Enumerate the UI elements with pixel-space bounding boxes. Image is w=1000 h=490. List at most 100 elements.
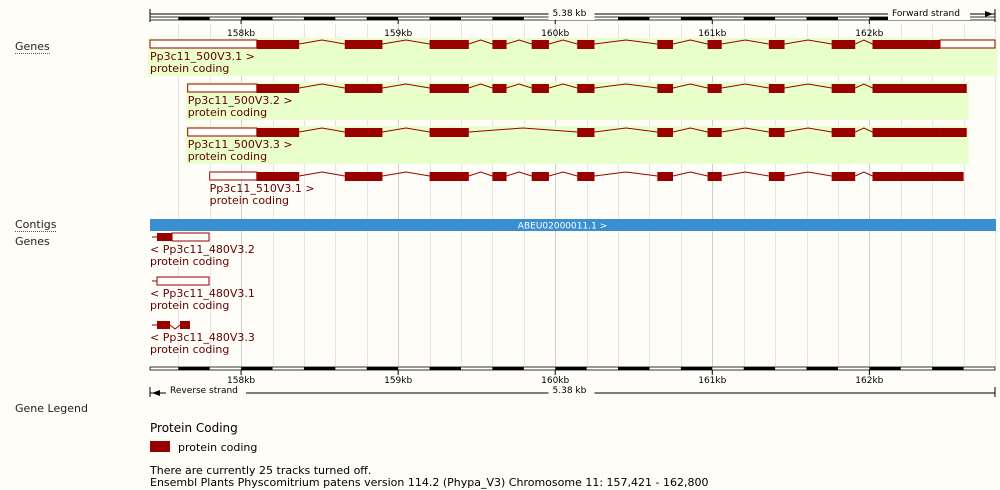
tick-label: 161kb: [698, 376, 726, 386]
exon: [768, 172, 785, 181]
intron: [672, 39, 708, 45]
top-ruler-scale-segment: [869, 17, 901, 20]
intron: [594, 39, 658, 45]
intron: [382, 83, 430, 89]
exon: [872, 128, 941, 137]
top-ruler-strand-label-bg: [888, 8, 970, 20]
intron: [468, 83, 493, 89]
intron: [721, 39, 769, 45]
exon: [940, 128, 967, 137]
top-ruler-span-label: 5.38 kb: [553, 9, 587, 19]
bottom-ruler-arrow: [152, 390, 160, 396]
exon: [657, 128, 674, 137]
tick-label: 161kb: [698, 29, 726, 39]
transcript-name: < Pp3c11_480V3.1: [150, 287, 255, 300]
legend-swatch: [150, 441, 170, 452]
exon: [707, 128, 722, 137]
intron: [721, 83, 769, 89]
exon: [256, 84, 300, 93]
intron: [672, 171, 708, 177]
intron: [594, 171, 658, 177]
exon: [531, 172, 549, 181]
legend-item-label: protein coding: [178, 441, 258, 454]
top-ruler-scale-segment: [806, 17, 838, 20]
exon: [831, 40, 856, 49]
bottom-ruler-scale-segment: [618, 367, 650, 370]
transcript-biotype: protein coding: [188, 150, 267, 163]
tick-label: 159kb: [384, 29, 412, 39]
transcript-biotype: protein coding: [150, 343, 229, 356]
legend-heading: Protein Coding: [150, 421, 238, 435]
intron: [548, 83, 578, 89]
version-info: Ensembl Plants Physcomitrium patens vers…: [150, 476, 709, 489]
exon: [531, 40, 549, 49]
transcript-biotype: protein coding: [150, 62, 229, 75]
top-ruler-scale-segment: [429, 17, 461, 20]
intron: [672, 127, 708, 133]
tracks-off-message: There are currently 25 tracks turned off…: [150, 464, 372, 477]
intron: [382, 39, 430, 45]
bottom-ruler-scale-segment: [429, 367, 461, 370]
bottom-ruler-scale-segment: [555, 367, 587, 370]
exon: [256, 40, 300, 49]
transcript-name: < Pp3c11_480V3.2: [150, 243, 255, 256]
bottom-ruler-scale-segment: [680, 367, 713, 370]
utr: [187, 83, 258, 93]
exon: [831, 172, 856, 181]
tick-label: 162kb: [855, 376, 883, 386]
top-ruler-arrow: [985, 11, 993, 17]
contig-label: ABEU02000011.1 >: [518, 222, 607, 232]
track-label-gene-legend: Gene Legend: [15, 402, 88, 415]
intron: [784, 39, 832, 45]
intron: [299, 39, 345, 45]
intron: [784, 83, 832, 89]
exon: [492, 40, 507, 49]
intron: [784, 127, 832, 133]
exon: [429, 128, 469, 137]
tick-label: 162kb: [855, 29, 883, 39]
intron: [855, 39, 873, 45]
exon: [577, 172, 595, 181]
transcript-name: Pp3c11_500V3.3 >: [188, 138, 293, 151]
top-ruler-scale-segment: [680, 17, 713, 20]
exon: [256, 128, 300, 137]
intron: [594, 127, 658, 133]
bottom-ruler-scale-segment: [492, 367, 524, 370]
exon: [577, 40, 595, 49]
intron: [382, 127, 430, 133]
bottom-ruler-scale-segment: [303, 367, 336, 370]
tick-label: 160kb: [541, 29, 569, 39]
bottom-ruler-scale-segment: [366, 367, 399, 370]
track-label-genes-forward[interactable]: Genes: [15, 40, 50, 54]
exon: [344, 40, 383, 49]
exon: [531, 84, 549, 93]
exon: [831, 128, 856, 137]
intron: [721, 127, 769, 133]
intron: [855, 171, 873, 177]
utr: [939, 39, 996, 49]
bottom-ruler-strand-label: Reverse strand: [170, 386, 238, 396]
bottom-ruler-scale-segment: [932, 367, 964, 370]
exon: [577, 84, 595, 93]
top-ruler-scale-segment: [178, 17, 210, 20]
transcript-biotype: protein coding: [150, 255, 229, 268]
intron: [672, 83, 708, 89]
intron: [382, 171, 430, 177]
exon: [657, 40, 674, 49]
track-label-contigs[interactable]: Contigs: [15, 218, 57, 232]
exon: [180, 321, 190, 329]
intron: [506, 83, 532, 89]
utr: [156, 276, 210, 286]
intron: [784, 171, 832, 177]
track-label-genes-reverse[interactable]: Genes: [15, 235, 50, 248]
top-ruler-strand-label: Forward strand: [892, 9, 960, 19]
utr: [149, 39, 258, 49]
bottom-ruler-span-label: 5.38 kb: [553, 386, 587, 396]
exon: [344, 128, 383, 137]
exon: [492, 172, 507, 181]
top-ruler-scale-segment: [241, 17, 273, 20]
exon: [872, 172, 941, 181]
exon: [344, 172, 383, 181]
top-ruler-span-label-bg: [548, 8, 595, 20]
